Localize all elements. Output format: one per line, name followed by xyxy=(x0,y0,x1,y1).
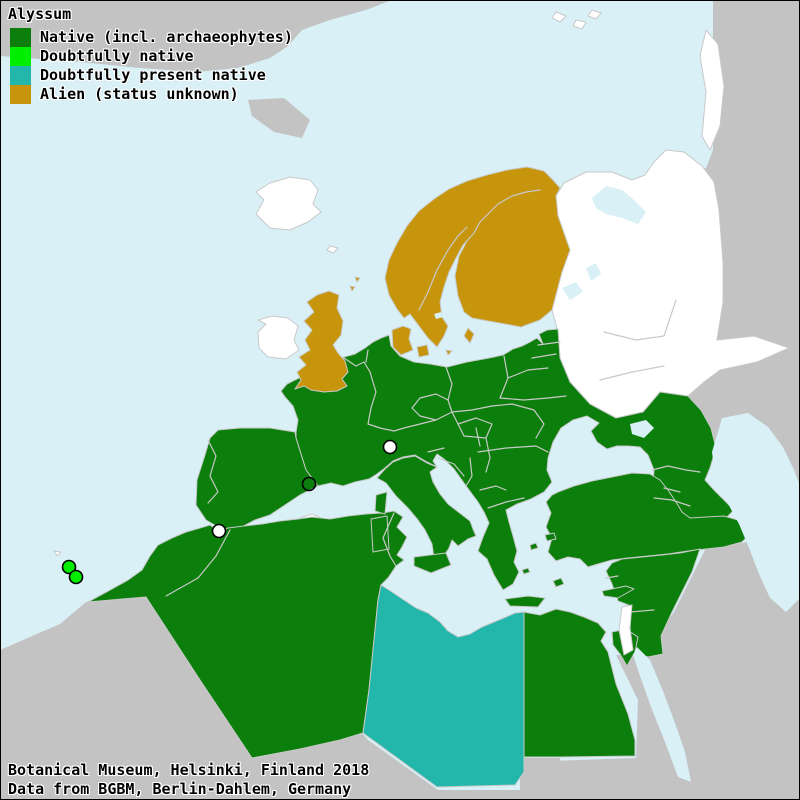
region-corsica xyxy=(374,491,388,515)
border-greece-north xyxy=(487,497,525,509)
border-czechia xyxy=(411,393,453,421)
border-sweden-finland xyxy=(473,189,541,234)
attribution: Botanical Museum, Helsinki, Finland 2018… xyxy=(8,761,369,799)
region-franz-josef-land xyxy=(551,9,602,30)
legend-label-alien: Alien (status unknown) xyxy=(40,85,239,103)
legend-row-alien: Alien (status unknown) xyxy=(6,85,239,104)
legend-swatch-doubtfully-present-native xyxy=(10,66,31,85)
border-norway-sweden xyxy=(418,226,468,311)
legend-swatch-doubtfully-native xyxy=(10,47,31,66)
legend-swatch-native xyxy=(10,28,31,47)
region-sicily xyxy=(413,552,452,574)
region-gotland xyxy=(463,327,475,344)
region-cyprus xyxy=(601,585,635,599)
map-title: Alyssum xyxy=(8,5,72,23)
region-libya xyxy=(362,584,525,788)
marker-ceuta xyxy=(211,523,227,539)
legend-row-doubtfully-present-native: Doubtfully present native xyxy=(6,66,266,85)
legend-label-doubtfully-native: Doubtfully native xyxy=(40,47,194,65)
border-hungary xyxy=(457,417,493,439)
map-legend: Alyssum Native (incl. archaeophytes) Dou… xyxy=(6,5,293,104)
border-algeria-tunisia xyxy=(382,512,397,567)
lake-onega xyxy=(586,263,601,281)
border-portugal-spain xyxy=(207,439,219,504)
legend-label-native: Native (incl. archaeophytes) xyxy=(40,28,293,46)
border-baltics xyxy=(507,341,561,379)
attribution-line2: Data from BGBM, Berlin-Dahlem, Germany xyxy=(8,780,352,798)
marker-andorra xyxy=(301,476,317,492)
border-serbia-bulgaria xyxy=(475,427,491,473)
region-greenland xyxy=(0,0,392,72)
attribution-line1: Botanical Museum, Helsinki, Finland 2018 xyxy=(8,761,370,779)
sea-of-azov xyxy=(630,420,654,438)
white-sea xyxy=(592,186,646,224)
marker-liechtenstein xyxy=(382,439,398,455)
region-iberia xyxy=(195,427,319,533)
region-sahara-outside xyxy=(0,597,560,800)
border-france-belgium xyxy=(343,349,371,373)
marker-canary-islands-east xyxy=(68,569,84,585)
border-austria xyxy=(403,411,459,429)
border-germany-poland xyxy=(445,366,453,401)
border-west-balkans xyxy=(427,447,507,491)
status-markers xyxy=(61,439,398,585)
border-russia-internal xyxy=(599,299,677,381)
region-great-britain xyxy=(294,290,349,393)
sea-overlays xyxy=(434,186,800,782)
country-borders xyxy=(165,189,701,613)
border-syria-lebanon-jordan xyxy=(605,575,655,613)
region-northeast-outside xyxy=(520,0,800,800)
legend-row-native: Native (incl. archaeophytes) xyxy=(6,28,293,47)
border-belarus-ukraine xyxy=(499,395,567,401)
region-egypt xyxy=(523,608,636,758)
region-northern-isles xyxy=(349,276,361,292)
region-denmark xyxy=(391,325,453,358)
caspian-sea xyxy=(712,413,800,612)
marker-canary-islands-west xyxy=(61,559,77,575)
region-fennoscandia xyxy=(384,166,571,348)
legend-swatch-alien xyxy=(10,85,31,104)
region-madeira xyxy=(53,550,62,557)
border-france-germany xyxy=(367,371,405,432)
lake-ladoga xyxy=(562,282,583,300)
border-caucasus xyxy=(651,465,701,507)
red-sea xyxy=(633,647,691,782)
region-aegean-islands xyxy=(521,532,565,588)
region-israel xyxy=(618,604,634,656)
region-iceland xyxy=(255,176,322,231)
region-crete xyxy=(504,595,546,608)
region-faroe-islands xyxy=(326,245,339,254)
region-native-mainland xyxy=(280,328,735,591)
border-romania xyxy=(477,403,549,453)
region-novaya-zemlya xyxy=(699,29,725,151)
legend-label-doubtfully-present-native: Doubtfully present native xyxy=(40,66,266,84)
region-turkey xyxy=(545,472,761,568)
border-morocco-algeria xyxy=(165,529,231,597)
region-ireland xyxy=(257,315,300,360)
legend-row-doubtfully-native: Doubtfully native xyxy=(6,47,194,66)
border-slovakia xyxy=(451,405,493,413)
lake-vanern xyxy=(434,312,443,319)
region-greenland-southeast xyxy=(248,98,310,138)
